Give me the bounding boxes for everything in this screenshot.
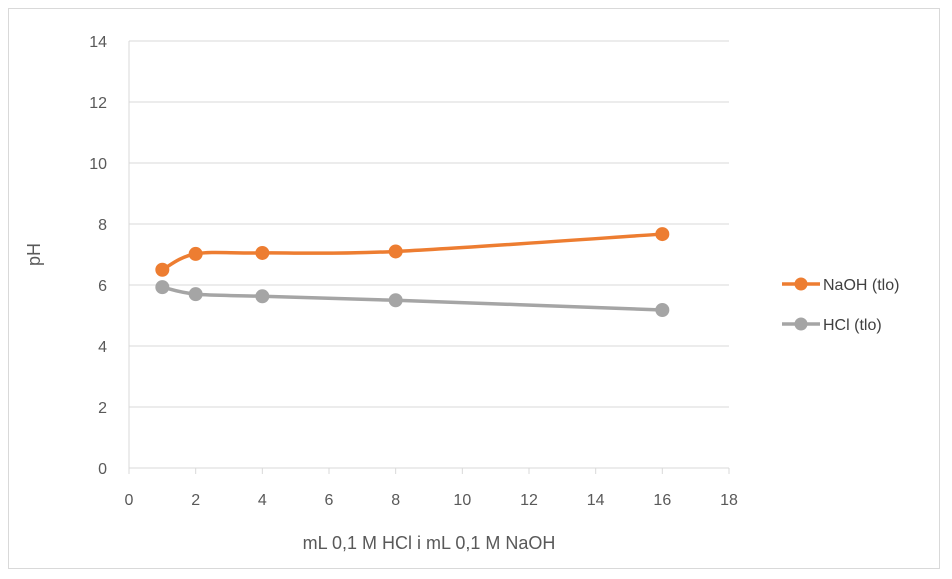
series-1 xyxy=(155,280,670,318)
series-group xyxy=(155,227,670,318)
series-0 xyxy=(155,227,670,277)
data-point xyxy=(188,246,203,261)
x-tick-label: 14 xyxy=(587,492,605,509)
legend-marker-hcl xyxy=(794,317,808,331)
legend-label-hcl: HCl (tlo) xyxy=(823,317,882,334)
legend: NaOH (tlo) HCl (tlo) xyxy=(782,277,899,334)
y-tick-label: 0 xyxy=(98,461,107,478)
data-point xyxy=(255,289,270,304)
y-tick-label: 6 xyxy=(98,278,107,295)
x-tick-label: 10 xyxy=(453,492,471,509)
data-point xyxy=(655,227,670,242)
tick-labels: 0 2 4 6 8 10 12 14 0 2 4 6 8 10 12 14 16 18 xyxy=(89,34,738,509)
x-tick-label: 16 xyxy=(653,492,671,509)
axes xyxy=(128,41,730,474)
data-point xyxy=(388,293,403,308)
x-tick-label: 12 xyxy=(520,492,538,509)
y-tick-label: 4 xyxy=(98,339,107,356)
y-tick-label: 12 xyxy=(89,95,107,112)
legend-item-hcl: HCl (tlo) xyxy=(782,317,882,334)
y-tick-label: 14 xyxy=(89,34,107,51)
data-point xyxy=(388,244,403,259)
gridlines xyxy=(129,40,729,408)
x-tick-label: 6 xyxy=(325,492,334,509)
y-axis-title: pH xyxy=(24,243,44,266)
y-tick-label: 8 xyxy=(98,217,107,234)
y-tick-label: 2 xyxy=(98,400,107,417)
x-tick-label: 2 xyxy=(191,492,200,509)
x-tick-label: 18 xyxy=(720,492,738,509)
legend-label-naoh: NaOH (tlo) xyxy=(823,277,899,294)
legend-marker-naoh xyxy=(794,277,808,291)
x-tick-label: 8 xyxy=(391,492,400,509)
series-line xyxy=(160,232,665,272)
x-tick-label: 0 xyxy=(125,492,134,509)
legend-item-naoh: NaOH (tlo) xyxy=(782,277,899,294)
data-point xyxy=(188,287,203,302)
series-line xyxy=(160,285,665,312)
x-tick-label: 4 xyxy=(258,492,267,509)
y-tick-label: 10 xyxy=(89,156,107,173)
data-point xyxy=(155,262,170,277)
data-point xyxy=(155,280,170,295)
x-axis-title: mL 0,1 M HCl i mL 0,1 M NaOH xyxy=(303,533,556,553)
data-point xyxy=(655,303,670,318)
data-point xyxy=(255,245,270,260)
